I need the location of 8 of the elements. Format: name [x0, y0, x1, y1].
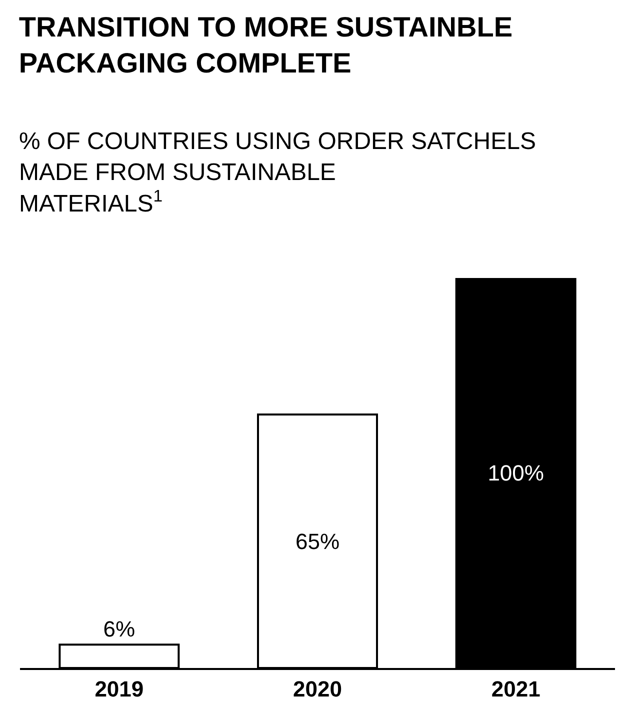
data-label: 65%	[295, 528, 340, 554]
x-tick-label: 2021	[491, 676, 540, 702]
chart-title: TRANSITION TO MORE SUSTAINBLE PACKAGING COMPLETE	[18, 11, 513, 79]
data-label: 6%	[103, 616, 136, 642]
x-tick-label: 2019	[94, 676, 144, 702]
chart-subtitle: % OF COUNTRIES USING ORDER SATCHELS MADE FROM SUSTAINABLE MATERIALS$^{1}$	[19, 128, 536, 218]
x-tick-label: 2020	[293, 676, 342, 702]
data-label: 100%	[488, 460, 544, 486]
